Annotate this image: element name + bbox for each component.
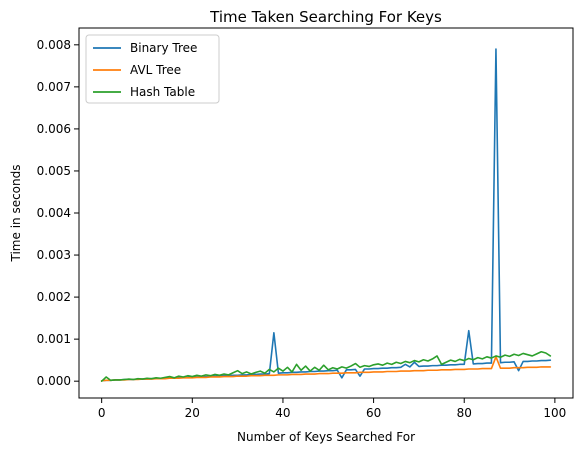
y-tick-label: 0.007 xyxy=(37,80,71,94)
x-axis-ticks: 0 20 40 60 80 100 xyxy=(98,398,566,420)
y-axis-ticks: 0.000 0.001 0.002 0.003 0.004 0.005 0.006 0.007… xyxy=(37,38,79,388)
legend-label: Hash Table xyxy=(130,85,195,99)
y-axis-label: Time in seconds xyxy=(9,165,23,263)
legend-label: AVL Tree xyxy=(130,63,181,77)
y-tick-label: 0.008 xyxy=(37,38,71,52)
series-line-avl-tree xyxy=(100,355,552,382)
legend-box xyxy=(85,34,220,104)
legend: Binary Tree AVL Tree Hash Table xyxy=(85,34,220,104)
series-lines xyxy=(100,48,552,382)
x-axis-label: Number of Keys Searched For xyxy=(237,430,415,444)
y-tick-label: 0.005 xyxy=(37,164,71,178)
y-tick-label: 0.000 xyxy=(37,374,71,388)
y-tick-label: 0.003 xyxy=(37,248,71,262)
chart-title: Time Taken Searching For Keys xyxy=(209,8,442,26)
legend-label: Binary Tree xyxy=(130,41,197,55)
y-tick-label: 0.004 xyxy=(37,206,71,220)
x-tick-label: 60 xyxy=(366,406,381,420)
x-tick-label: 100 xyxy=(543,406,566,420)
x-tick-label: 0 xyxy=(98,406,106,420)
x-tick-label: 40 xyxy=(275,406,290,420)
x-tick-label: 80 xyxy=(457,406,472,420)
y-tick-label: 0.002 xyxy=(37,290,71,304)
x-tick-label: 20 xyxy=(185,406,200,420)
y-tick-label: 0.006 xyxy=(37,122,71,136)
y-tick-label: 0.001 xyxy=(37,332,71,346)
series-line-hash-table xyxy=(100,350,552,382)
